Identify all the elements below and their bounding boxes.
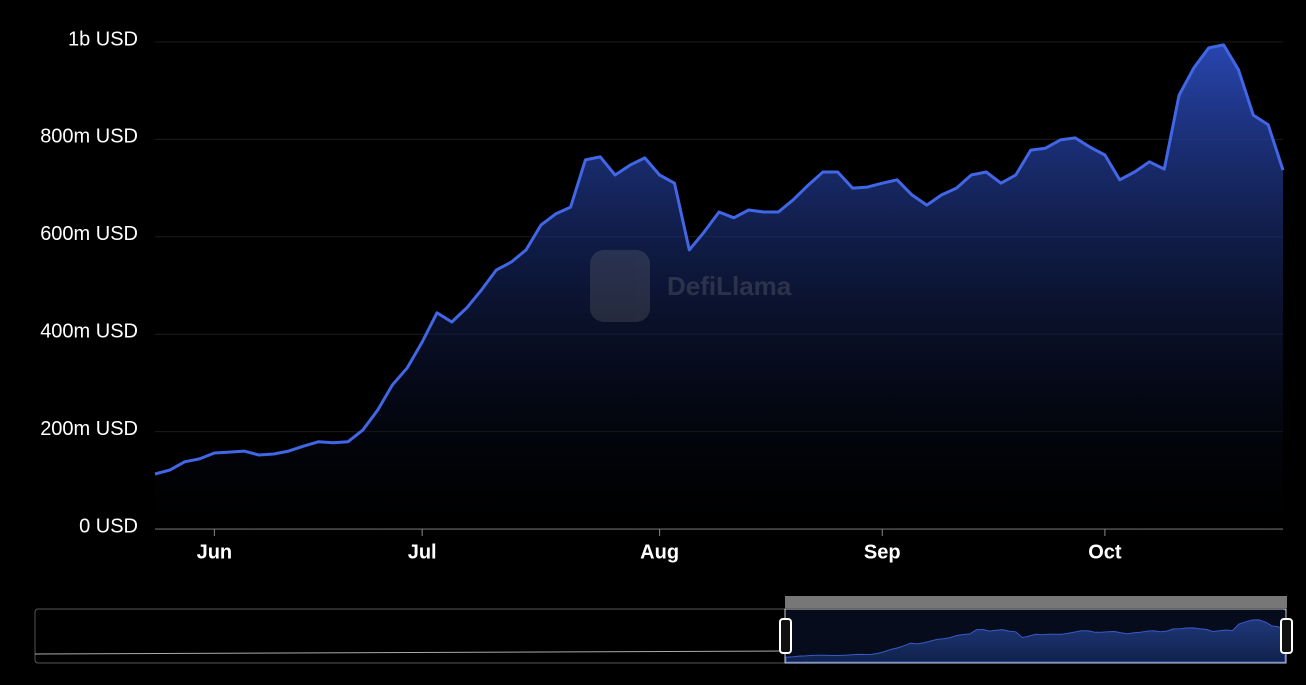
navigator-area [785,619,1286,663]
x-tick-label: Jul [408,541,437,563]
navigator-window[interactable] [784,608,1287,664]
navigator-history [34,650,786,655]
navigator-handle[interactable] [1280,618,1293,654]
y-tick-label: 200m USD [40,418,138,440]
navigator-handle[interactable] [779,618,792,654]
watermark-logo [590,250,650,322]
watermark-text: DefiLlama [667,271,792,301]
line [154,43,1285,476]
x-tick-label: Oct [1088,541,1122,563]
area [155,44,1283,530]
y-tick-label: 400m USD [40,320,138,342]
watermark: DefiLlama [590,250,792,322]
y-tick-label: 600m USD [40,223,138,245]
navigator [34,596,1293,664]
x-tick-label: Aug [640,541,679,563]
navigator-bar[interactable] [785,596,1287,608]
y-tick-label: 1b USD [68,28,138,50]
x-tick-label: Jun [197,541,233,563]
x-tick-label: Sep [864,541,901,563]
y-tick-label: 0 USD [79,515,138,537]
y-tick-label: 800m USD [40,126,138,148]
